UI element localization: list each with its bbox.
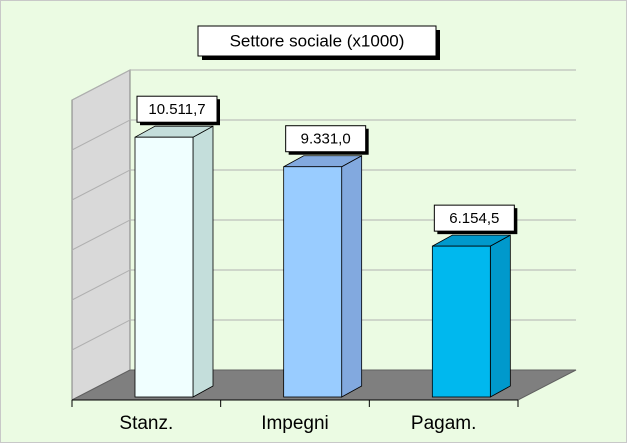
bar-side bbox=[341, 155, 363, 398]
grid-line bbox=[71, 69, 576, 101]
x-tick-label: Impegni bbox=[261, 413, 329, 434]
chart-title: Settore sociale (x1000) bbox=[230, 31, 405, 50]
bar bbox=[431, 245, 491, 398]
value-label: 10.511,7 bbox=[148, 101, 205, 118]
value-label: 6.154,5 bbox=[449, 210, 499, 227]
bar-side bbox=[192, 125, 214, 398]
x-tick-label: Pagam. bbox=[411, 413, 476, 434]
grid-line bbox=[71, 169, 576, 201]
grid-line bbox=[71, 269, 576, 301]
grid-line bbox=[71, 119, 576, 151]
value-label: 9.331,0 bbox=[301, 131, 351, 148]
grid-line bbox=[71, 319, 576, 351]
bar-side bbox=[489, 234, 511, 398]
value-label-box bbox=[433, 204, 515, 232]
grid-line bbox=[71, 219, 576, 251]
title-box bbox=[197, 25, 437, 57]
x-tick-label: Stanz. bbox=[119, 413, 173, 434]
bar bbox=[134, 136, 194, 398]
bar bbox=[283, 166, 343, 398]
value-label-box bbox=[136, 95, 218, 123]
value-label-box bbox=[285, 125, 367, 153]
